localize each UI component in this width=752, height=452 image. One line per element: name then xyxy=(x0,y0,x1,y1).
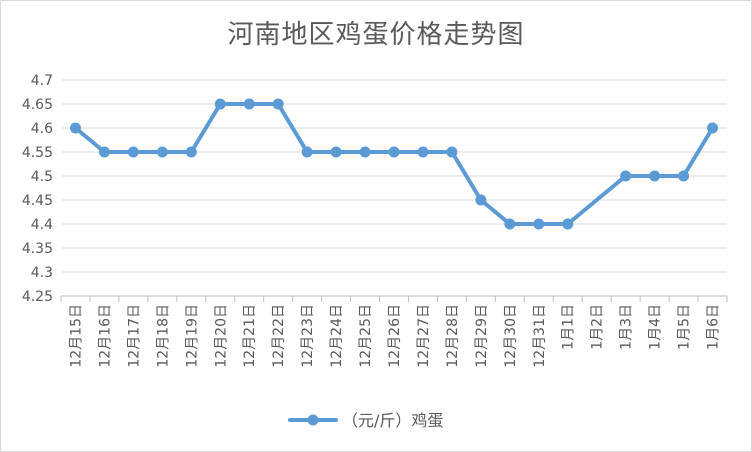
x-tick-label: 12月20日 xyxy=(213,304,229,368)
x-tick-label: 12月23日 xyxy=(300,304,316,368)
legend: （元/斤）鸡蛋 xyxy=(288,411,443,430)
series-layer xyxy=(69,98,719,230)
data-point xyxy=(214,98,226,110)
data-point xyxy=(678,170,690,182)
y-tick-label: 4.45 xyxy=(22,193,53,209)
x-tick-label: 12月30日 xyxy=(503,304,519,368)
y-tick-label: 4.35 xyxy=(22,241,53,257)
x-tick-label: 12月27日 xyxy=(416,304,432,368)
x-tick-label: 12月24日 xyxy=(329,304,345,368)
x-tick-label: 12月15日 xyxy=(68,304,84,368)
x-tick-label: 12月21日 xyxy=(242,304,258,368)
data-point xyxy=(533,218,545,230)
x-axis: 12月15日 12月16日 12月17日 12月18日 12月19日 12月20日 12月2… xyxy=(60,295,728,368)
y-tick-label: 4.3 xyxy=(31,265,53,281)
x-tick-label: 1月6日 xyxy=(706,304,722,350)
data-point xyxy=(185,146,197,158)
x-tick-label: 1月3日 xyxy=(619,304,635,350)
x-tick-label: 12月17日 xyxy=(126,304,142,368)
data-point xyxy=(127,146,139,158)
data-point xyxy=(475,194,487,206)
x-tick-label: 1月5日 xyxy=(677,304,693,350)
x-tick-label: 12月16日 xyxy=(97,304,113,368)
x-tick-label: 12月26日 xyxy=(387,304,403,368)
x-tick-label: 1月1日 xyxy=(561,304,577,350)
data-point xyxy=(707,122,719,134)
legend-marker xyxy=(307,414,319,426)
x-tick-label: 1月4日 xyxy=(648,304,664,350)
y-tick-label: 4.5 xyxy=(31,169,53,185)
x-tick-label: 12月19日 xyxy=(184,304,200,368)
data-point xyxy=(504,218,516,230)
y-tick-label: 4.6 xyxy=(31,121,53,137)
data-point xyxy=(359,146,371,158)
x-tick-label: 1月2日 xyxy=(590,304,606,350)
data-point xyxy=(446,146,458,158)
y-tick-label: 4.25 xyxy=(22,289,53,305)
series-line xyxy=(73,102,715,226)
data-point xyxy=(649,170,661,182)
data-point xyxy=(98,146,110,158)
data-point xyxy=(243,98,255,110)
data-point xyxy=(272,98,284,110)
data-point xyxy=(417,146,429,158)
x-tick-label: 12月18日 xyxy=(155,304,171,368)
y-axis: 4.25 4.3 4.35 4.4 4.45 4.5 4.55 4.6 4.65 4.7 xyxy=(22,73,53,305)
data-point xyxy=(620,170,632,182)
x-tick-label: 12月31日 xyxy=(532,304,548,368)
legend-label: （元/斤）鸡蛋 xyxy=(342,411,443,430)
data-point xyxy=(562,218,574,230)
y-tick-label: 4.4 xyxy=(31,217,53,233)
chart-title: 河南地区鸡蛋价格走势图 xyxy=(227,20,525,50)
data-point xyxy=(69,122,81,134)
y-tick-label: 4.55 xyxy=(22,145,53,161)
x-tick-label: 12月22日 xyxy=(271,304,287,368)
data-point xyxy=(156,146,168,158)
y-tick-label: 4.65 xyxy=(22,97,53,113)
data-point xyxy=(301,146,313,158)
data-point xyxy=(330,146,342,158)
x-tick-label: 12月29日 xyxy=(474,304,490,368)
y-tick-label: 4.7 xyxy=(31,73,53,89)
x-tick-label: 12月28日 xyxy=(445,304,461,368)
data-point xyxy=(388,146,400,158)
x-tick-label: 12月25日 xyxy=(358,304,374,368)
